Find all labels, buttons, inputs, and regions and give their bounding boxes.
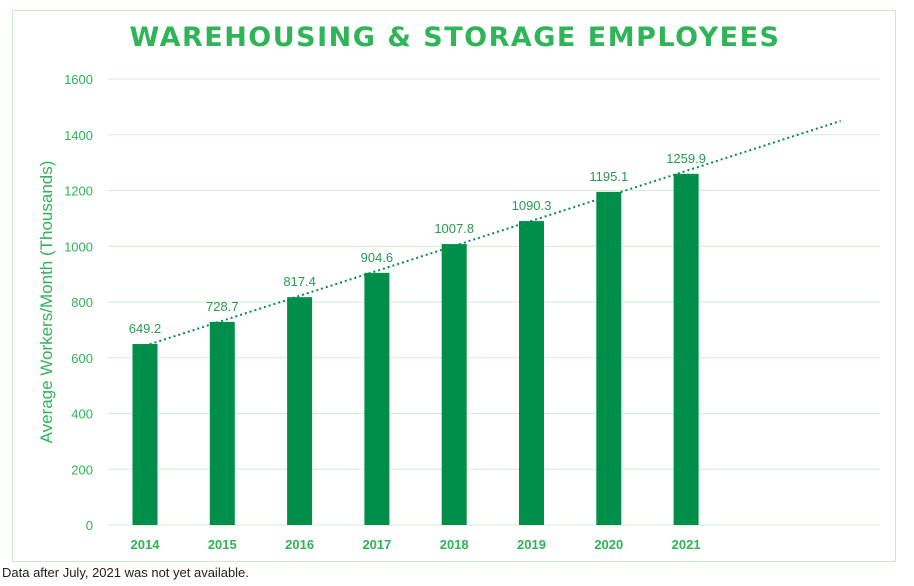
x-tick-label: 2015 — [208, 537, 237, 552]
data-label: 904.6 — [361, 250, 394, 265]
y-tick-label: 0 — [86, 518, 93, 533]
y-tick-label: 200 — [71, 462, 93, 477]
y-tick-label: 1000 — [64, 239, 93, 254]
x-tick-label: 2019 — [517, 537, 546, 552]
bar — [209, 321, 235, 525]
bar — [519, 221, 544, 526]
bar — [287, 297, 313, 525]
x-tick-label: 2017 — [362, 537, 391, 552]
data-label: 649.2 — [129, 321, 162, 336]
bar — [596, 191, 622, 525]
data-label: 1007.8 — [434, 221, 474, 236]
data-label: 1259.9 — [666, 151, 706, 166]
x-tick-label: 2014 — [131, 537, 161, 552]
bar — [441, 244, 467, 525]
data-label: 728.7 — [206, 299, 239, 314]
bar — [364, 272, 390, 525]
y-tick-label: 1600 — [64, 72, 93, 87]
chart-title: WAREHOUSING & STORAGE EMPLOYEES — [129, 22, 781, 53]
data-label: 1195.1 — [589, 169, 628, 184]
bar — [132, 344, 158, 525]
y-tick-label: 600 — [71, 351, 93, 366]
footnote: Data after July, 2021 was not yet availa… — [2, 565, 249, 580]
y-tick-label: 1200 — [64, 184, 93, 199]
y-tick-label: 400 — [71, 407, 93, 422]
bar — [673, 173, 699, 526]
y-tick-label: 800 — [71, 295, 93, 310]
x-tick-label: 2016 — [285, 537, 314, 552]
x-tick-label: 2018 — [440, 537, 469, 552]
x-tick-label: 2020 — [594, 537, 623, 552]
data-label: 817.4 — [283, 274, 316, 289]
x-tick-label: 2021 — [672, 537, 701, 552]
trendline — [144, 119, 842, 347]
y-tick-label: 1400 — [64, 128, 93, 143]
y-axis-label: Average Workers/Month (Thousands) — [37, 161, 56, 444]
data-label: 1090.3 — [512, 198, 552, 213]
